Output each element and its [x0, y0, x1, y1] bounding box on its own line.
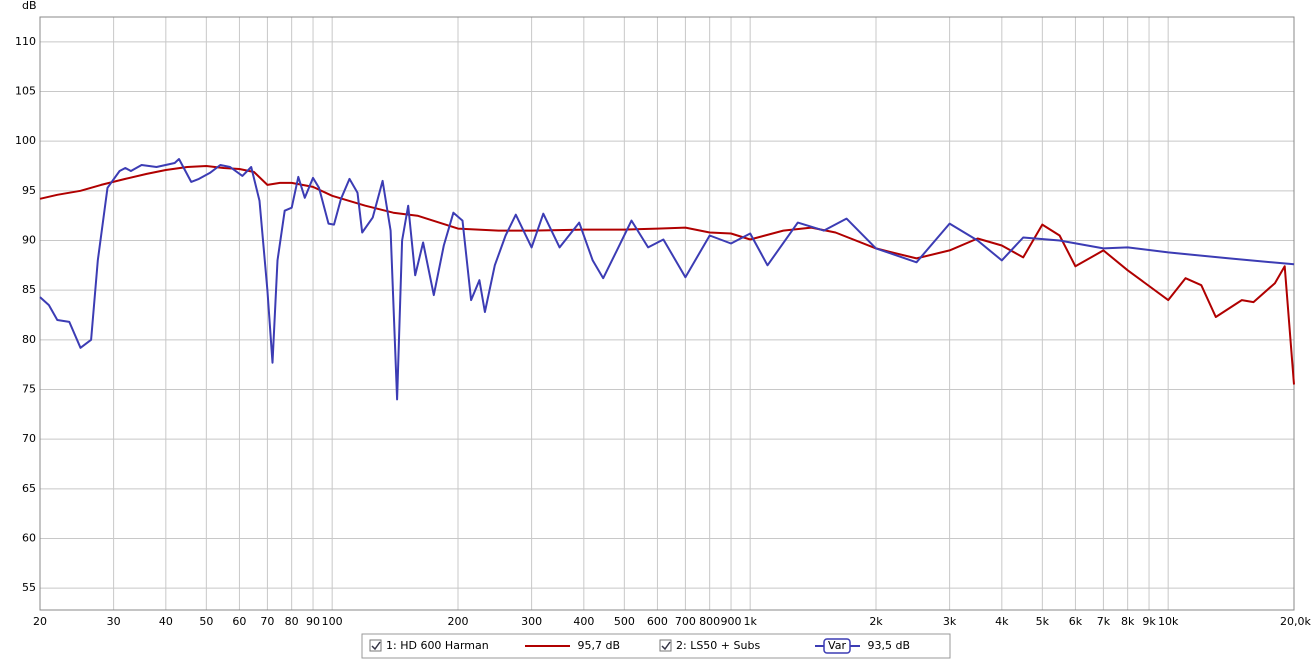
checkmark: [661, 641, 671, 651]
legend: 1: HD 600 Harman 95,7 dB 2: LS50 + Subs Var…: [361, 633, 951, 659]
x-tick-label: 80: [285, 615, 299, 628]
legend-checkbox[interactable]: [369, 639, 382, 652]
x-tick-label: 10k: [1158, 615, 1179, 628]
x-tick-label: 90: [306, 615, 320, 628]
x-tick-label: 60: [232, 615, 246, 628]
x-tick-label: 7k: [1097, 615, 1111, 628]
y-axis-label: dB: [22, 0, 37, 12]
y-tick-label: 110: [15, 35, 36, 48]
y-tick-label: 100: [15, 134, 36, 147]
y-tick-label: 70: [22, 432, 36, 445]
y-tick-label: 105: [15, 84, 36, 97]
y-tick-label: 55: [22, 581, 36, 594]
checkmark: [371, 641, 381, 651]
plot-frame: [39, 16, 1295, 611]
x-tick-label: 500: [614, 615, 635, 628]
x-tick-label: 4k: [995, 615, 1009, 628]
y-tick-label: 65: [22, 482, 36, 495]
x-tick-label: 700: [675, 615, 696, 628]
x-tick-label: 20: [33, 615, 47, 628]
x-tick-label: 8k: [1121, 615, 1135, 628]
x-tick-label: 300: [521, 615, 542, 628]
x-tick-label: 40: [159, 615, 173, 628]
x-tick-label: 3k: [943, 615, 957, 628]
legend-label: 2: LS50 + Subs: [676, 639, 760, 652]
legend-checkbox[interactable]: [659, 639, 672, 652]
x-tick-label: 70: [260, 615, 274, 628]
x-tick-label: 400: [573, 615, 594, 628]
x-tick-label: 50: [199, 615, 213, 628]
x-tick-label: 20,0k Hz: [1280, 615, 1312, 628]
legend-value: 95,7 dB: [577, 639, 620, 652]
x-tick-label: 600: [647, 615, 668, 628]
series-line: [39, 158, 1295, 401]
x-tick-label: 9k: [1142, 615, 1156, 628]
y-tick-label: 95: [22, 184, 36, 197]
x-tick-label: 200: [448, 615, 469, 628]
legend-button-label: Var: [828, 639, 846, 652]
legend-button[interactable]: [823, 638, 851, 654]
x-tick-label: 6k: [1069, 615, 1083, 628]
y-tick-label: 75: [22, 382, 36, 395]
x-tick-label: 1k: [743, 615, 757, 628]
y-tick-label: 60: [22, 531, 36, 544]
x-tick-label: 900: [721, 615, 742, 628]
x-tick-label: 2k: [869, 615, 883, 628]
legend-label: 1: HD 600 Harman: [386, 639, 489, 652]
y-tick-label: 90: [22, 233, 36, 246]
x-tick-label: 100: [322, 615, 343, 628]
x-tick-label: 5k: [1036, 615, 1050, 628]
x-tick-label: 800: [699, 615, 720, 628]
x-tick-label: 30: [107, 615, 121, 628]
legend-value: 93,5 dB: [867, 639, 910, 652]
y-tick-label: 85: [22, 283, 36, 296]
y-tick-label: 80: [22, 333, 36, 346]
